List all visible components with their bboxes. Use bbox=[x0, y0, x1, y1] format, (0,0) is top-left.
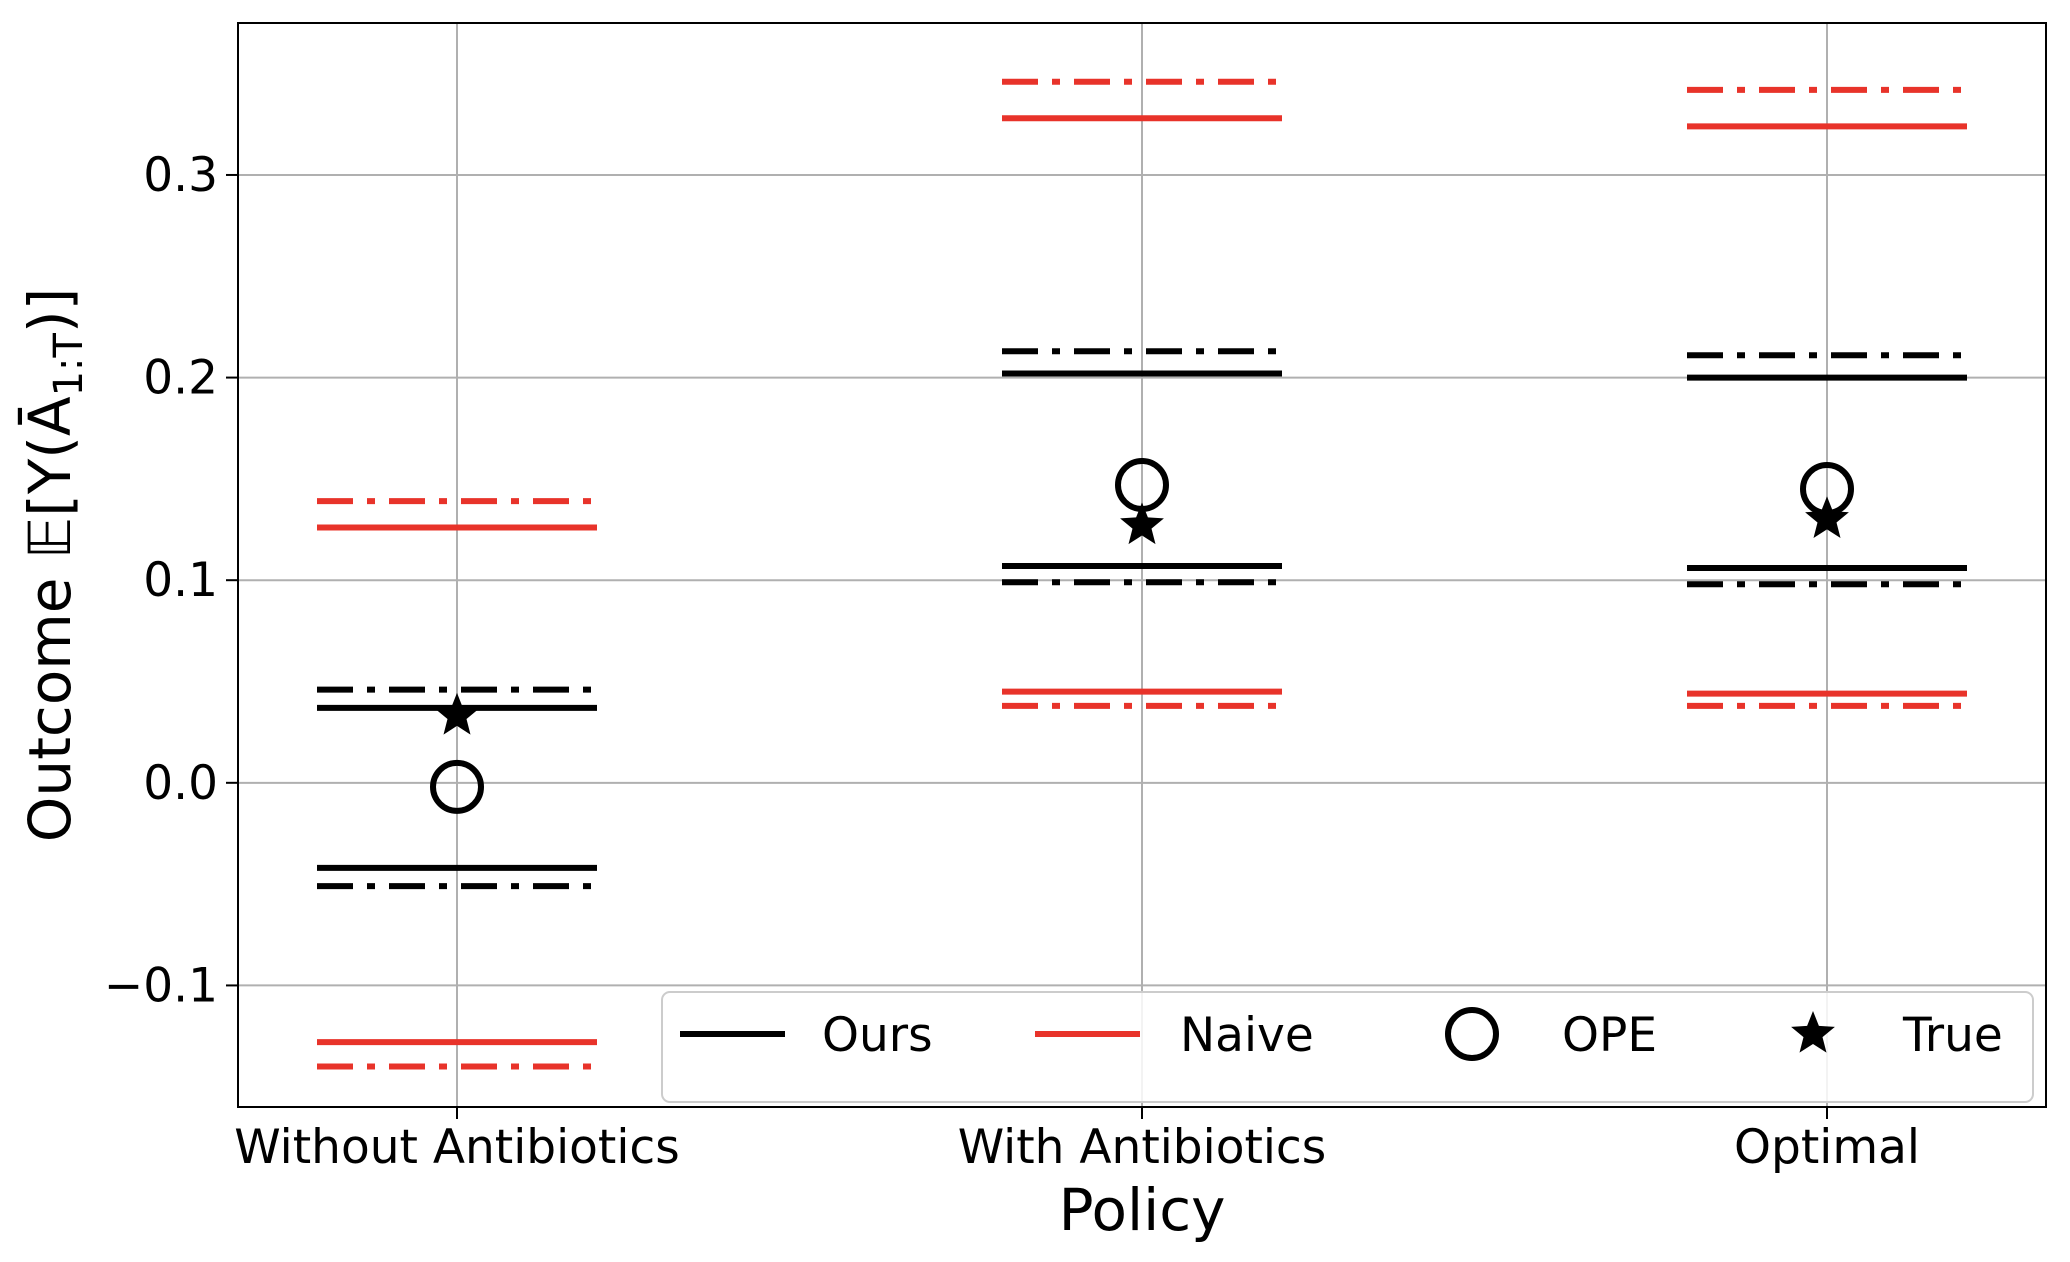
x-tick-label: With Antibiotics bbox=[958, 1120, 1327, 1175]
y-axis: −0.1 0.0 0.1 0.2 0.3 bbox=[104, 148, 238, 1013]
y-tick-label: 0.1 bbox=[143, 553, 218, 608]
true-point bbox=[1805, 496, 1849, 538]
y-tick-label: 0.3 bbox=[143, 148, 218, 203]
grid bbox=[238, 23, 2046, 1107]
y-axis-title-main: Outcome 𝔼[Y(Ā bbox=[16, 396, 84, 842]
x-tick-label: Optimal bbox=[1734, 1120, 1920, 1175]
legend: Ours Naive OPE True bbox=[661, 991, 2034, 1103]
legend-ope-swatch bbox=[1445, 1007, 1499, 1061]
legend-ours-label: Ours bbox=[822, 1008, 933, 1063]
x-axis: Without Antibiotics With Antibiotics Optim… bbox=[234, 1107, 1920, 1175]
x-tick-label: Without Antibiotics bbox=[234, 1120, 680, 1175]
legend-true-label: True bbox=[1902, 1008, 2003, 1063]
legend-naive-label: Naive bbox=[1180, 1008, 1314, 1063]
y-axis-title-sub: 1:T bbox=[46, 332, 92, 396]
y-tick-label: 0.2 bbox=[143, 351, 218, 406]
y-axis-title-end: )] bbox=[16, 288, 84, 333]
legend-ope-label: OPE bbox=[1562, 1008, 1657, 1063]
y-axis-title: Outcome 𝔼[Y(Ā1:T)] bbox=[16, 288, 92, 842]
legend-true-swatch bbox=[1791, 1011, 1835, 1053]
chart-marks bbox=[317, 78, 1967, 1070]
legend-box bbox=[661, 991, 2034, 1103]
x-axis-title: Policy bbox=[1059, 1176, 1226, 1244]
y-tick-label: −0.1 bbox=[104, 958, 218, 1013]
true-point bbox=[1120, 502, 1164, 545]
ope-point bbox=[430, 759, 484, 814]
y-tick-label: 0.0 bbox=[143, 756, 218, 811]
true-point bbox=[435, 692, 479, 735]
